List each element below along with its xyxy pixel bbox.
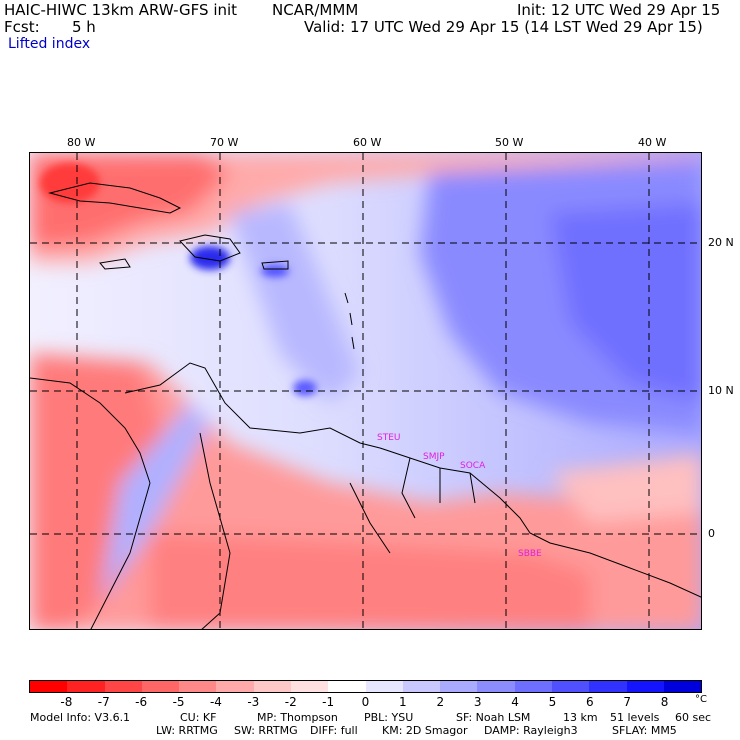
colorbar-swatch: [402, 681, 441, 692]
graticule: [30, 153, 701, 629]
colorbar-swatch: [104, 681, 142, 692]
colorbar-label: -4: [209, 695, 222, 709]
forecast-hour: 5 h: [72, 18, 96, 36]
colorbar-swatch: [67, 681, 105, 692]
colorbar-swatch: [253, 681, 291, 692]
footer-sw: SW: RRTMG: [234, 724, 298, 737]
colorbar-label: -2: [284, 695, 297, 709]
colorbar-swatch: [179, 681, 217, 692]
station-smjp: SMJP: [423, 452, 445, 462]
footer-km: KM: 2D Smagor: [382, 724, 468, 737]
footer-model-info: Model Info: V3.6.1: [30, 711, 131, 724]
footer-levels: 51 levels: [610, 711, 660, 724]
station-steu: STEU: [377, 433, 401, 443]
colorbar-label: -1: [322, 695, 335, 709]
colorbar-label: 1: [399, 695, 407, 709]
footer-timestep: 60 sec: [675, 711, 712, 724]
lat-label-10n: 10 N: [708, 384, 734, 397]
colorbar-label: 5: [548, 695, 557, 709]
init-time: Init: 12 UTC Wed 29 Apr 15: [517, 1, 721, 19]
colorbar-label: 2: [436, 695, 445, 709]
colorbar-swatch: [216, 681, 254, 692]
colorbar-unit: °C: [695, 694, 707, 705]
forecast-label: Fcst:: [4, 18, 40, 36]
lon-label-80w: 80 W: [67, 136, 96, 149]
colorbar-swatch: [141, 681, 180, 692]
colorbar-label: 8: [660, 695, 669, 709]
colorbar-label: 4: [511, 695, 519, 709]
colorbar-label: 0: [361, 695, 370, 709]
model-title: HAIC-HIWC 13km ARW-GFS init: [4, 1, 238, 19]
station-soca: SOCA: [460, 461, 486, 471]
colorbar-swatch: [663, 681, 702, 692]
footer-pbl: PBL: YSU: [364, 711, 414, 724]
lon-label-70w: 70 W: [210, 136, 239, 149]
colorbar: [29, 680, 702, 693]
footer-lw: LW: RRTMG: [156, 724, 218, 737]
lon-label-50w: 50 W: [495, 136, 524, 149]
lon-label-40w: 40 W: [638, 136, 667, 149]
colorbar-swatch: [290, 681, 329, 692]
colorbar-label: -7: [97, 695, 110, 709]
colorbar-label: 7: [623, 695, 632, 709]
footer-resolution: 13 km: [563, 711, 598, 724]
lon-label-60w: 60 W: [353, 136, 382, 149]
footer-sflay: SFLAY: MM5: [612, 724, 677, 737]
station-sbbe: SBBE: [518, 549, 542, 559]
colorbar-label: -5: [172, 695, 185, 709]
colorbar-swatch: [440, 681, 478, 692]
field-name: Lifted index: [8, 36, 91, 52]
colorbar-label: 3: [473, 695, 482, 709]
colorbar-swatch: [514, 681, 552, 692]
lat-label-20n: 20 N: [708, 236, 734, 249]
colorbar-swatch: [626, 681, 664, 692]
field-shading: [30, 153, 701, 629]
colorbar-swatch: [477, 681, 515, 692]
colorbar-label: -3: [247, 695, 260, 709]
map-canvas: [30, 153, 701, 629]
footer-sf: SF: Noah LSM: [456, 711, 531, 724]
lat-label-equator: 0: [708, 527, 715, 540]
footer-diff: DIFF: full: [310, 724, 358, 737]
valid-time: Valid: 17 UTC Wed 29 Apr 15 (14 LST Wed …: [304, 18, 703, 36]
colorbar-swatch: [365, 681, 403, 692]
lifted-index-map: STEU SMJP SOCA SBBE: [29, 152, 702, 630]
footer-mp: MP: Thompson: [257, 711, 338, 724]
colorbar-swatch: [589, 681, 627, 692]
footer-damp: DAMP: Rayleigh3: [484, 724, 578, 737]
coastlines: [30, 182, 701, 629]
colorbar-swatch: [551, 681, 590, 692]
colorbar-label: -8: [60, 695, 73, 709]
footer-cu: CU: KF: [180, 711, 217, 724]
organization: NCAR/MMM: [272, 1, 359, 19]
colorbar-label: -6: [135, 695, 148, 709]
colorbar-swatch: [328, 681, 366, 692]
colorbar-label: 6: [586, 695, 594, 709]
colorbar-swatch: [30, 681, 68, 692]
